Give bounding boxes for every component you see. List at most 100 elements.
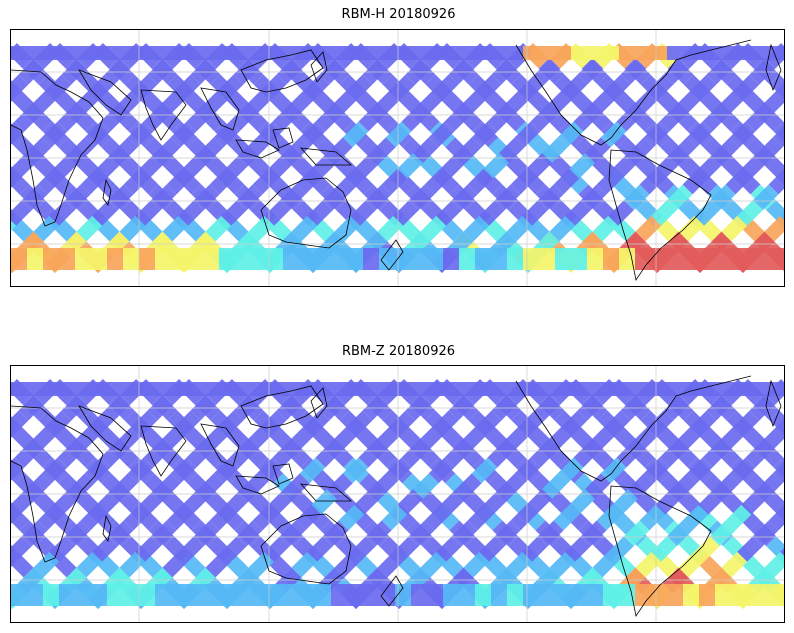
swath-segment xyxy=(663,58,690,85)
south-band-cell xyxy=(251,584,267,606)
swath-segment xyxy=(11,121,25,145)
swath-segment xyxy=(569,153,595,179)
swath-segment xyxy=(585,137,611,163)
swath-segment xyxy=(174,410,201,437)
swath-segment xyxy=(14,105,41,132)
swath-segment xyxy=(666,520,693,547)
swath-segment xyxy=(577,394,604,421)
north-band-cell xyxy=(251,382,267,396)
swath-segment xyxy=(483,489,509,515)
swath-segment xyxy=(203,153,229,179)
south-band-cell xyxy=(203,248,219,270)
south-band-cell xyxy=(187,584,203,606)
map-title-rbm-h: RBM-H 20180926 xyxy=(341,7,456,22)
swath-segment xyxy=(217,410,244,437)
north-band-cell xyxy=(59,382,75,396)
north-band-cell xyxy=(635,46,651,60)
swath-segment xyxy=(635,215,662,242)
south-band-cell xyxy=(651,584,667,606)
swath-segment xyxy=(659,441,686,468)
north-band-cell xyxy=(379,46,395,60)
swath-segment xyxy=(639,168,666,195)
south-band-cell xyxy=(171,584,187,606)
north-band-cell xyxy=(91,382,107,396)
south-band-cell xyxy=(619,584,635,606)
north-band-cell xyxy=(251,46,267,60)
swath-segment xyxy=(377,215,404,242)
swath-segment xyxy=(694,536,720,562)
north-band-cell xyxy=(699,382,715,396)
swath-segment xyxy=(590,489,616,515)
swath-segment xyxy=(592,551,619,578)
swath-segment xyxy=(205,551,232,578)
swath-segment xyxy=(119,551,146,578)
swath-segment xyxy=(375,489,401,515)
north-band-cell xyxy=(299,382,315,396)
swath-segment xyxy=(666,184,693,211)
swath-segment xyxy=(236,184,263,211)
swath-segment xyxy=(424,504,451,531)
south-band-cell xyxy=(187,248,203,270)
swath-segment xyxy=(299,457,326,484)
south-band-cell xyxy=(667,248,683,270)
swath-segment xyxy=(456,473,482,499)
north-band-cell xyxy=(539,46,555,60)
swath-segment xyxy=(632,90,658,116)
swath-segment xyxy=(107,184,134,211)
swath-segment xyxy=(381,168,408,195)
south-band-cell xyxy=(459,584,475,606)
north-band-cell xyxy=(219,382,235,396)
south-band-cell xyxy=(155,584,171,606)
south-band-cell xyxy=(91,248,107,270)
coastline-path xyxy=(102,178,112,206)
north-band-cell xyxy=(619,46,635,60)
swath-segment xyxy=(675,426,701,452)
swath-segment xyxy=(358,441,385,468)
swath-segment xyxy=(428,457,455,484)
north-band-cell xyxy=(267,382,283,396)
map-canvas-rbm-h xyxy=(11,30,784,286)
swath-segment xyxy=(295,504,322,531)
north-band-cell xyxy=(203,382,219,396)
south-band-cell xyxy=(91,584,107,606)
swath-segment xyxy=(553,168,580,195)
swath-segment xyxy=(604,410,631,437)
swath-segment xyxy=(331,90,357,116)
swath-segment xyxy=(514,457,541,484)
south-band-cell xyxy=(571,248,587,270)
swath-segment xyxy=(585,473,611,499)
swath-segment xyxy=(61,58,88,85)
swath-segment xyxy=(444,441,471,468)
north-band-cell xyxy=(347,382,363,396)
swath-segment xyxy=(221,536,247,562)
swath-segment xyxy=(647,74,674,101)
swath-segment xyxy=(682,504,709,531)
swath-segment xyxy=(686,457,713,484)
swath-segment xyxy=(57,441,84,468)
swath-segment xyxy=(162,551,189,578)
swath-segment xyxy=(338,504,365,531)
north-band-cell xyxy=(283,46,299,60)
swath-segment xyxy=(295,168,322,195)
swath-segment xyxy=(331,426,357,452)
swath-segment xyxy=(639,504,666,531)
coastline-path xyxy=(200,87,240,131)
north-band-cell xyxy=(427,382,443,396)
swath-segment xyxy=(225,489,251,515)
swath-segment xyxy=(510,168,537,195)
swath-segment xyxy=(198,473,224,499)
swath-segment xyxy=(671,473,697,499)
swath-segment xyxy=(561,74,588,101)
south-band-cell xyxy=(139,248,155,270)
swath-segment xyxy=(245,426,271,452)
swath-segment xyxy=(499,137,525,163)
swath-segment xyxy=(633,489,659,515)
swath-segment xyxy=(377,551,404,578)
swath-segment xyxy=(456,137,482,163)
south-band-cell xyxy=(507,584,523,606)
swath-segment xyxy=(268,153,294,179)
swath-segment xyxy=(397,153,423,179)
south-band-cell xyxy=(347,248,363,270)
swath-segment xyxy=(365,520,392,547)
south-band-cell xyxy=(219,248,235,270)
